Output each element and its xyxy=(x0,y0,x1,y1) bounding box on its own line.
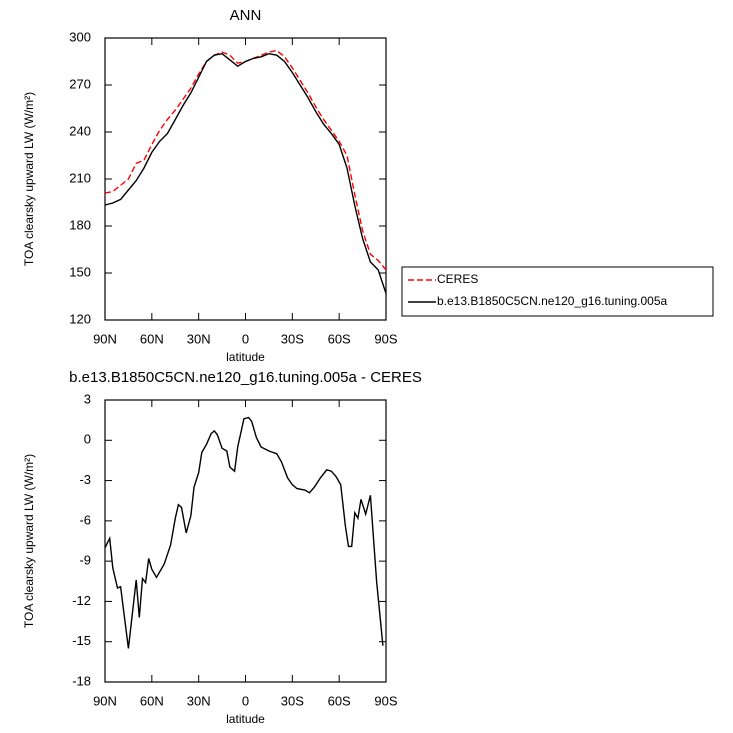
y-tick-label: -9 xyxy=(79,553,91,568)
y-tick-label: -3 xyxy=(79,472,91,487)
legend-label: CERES xyxy=(437,272,478,286)
y-tick-label: -12 xyxy=(72,593,91,608)
chart-title: b.e13.B1850C5CN.ne120_g16.tuning.005a - … xyxy=(69,369,422,386)
chart-title: ANN xyxy=(230,7,262,24)
x-tick-label: 90N xyxy=(93,693,117,708)
y-axis-label: TOA clearsky upward LW (W/m²) xyxy=(22,454,36,628)
x-tick-label: 30N xyxy=(187,331,211,346)
x-tick-label: 90S xyxy=(374,693,397,708)
plot-frame xyxy=(104,399,387,683)
y-axis-label: TOA clearsky upward LW (W/m²) xyxy=(22,92,36,266)
x-tick-label: 90S xyxy=(374,331,397,346)
y-tick-label: -15 xyxy=(72,633,91,648)
y-tick-label: 120 xyxy=(69,311,91,326)
data-line xyxy=(104,52,387,294)
y-tick-label: 0 xyxy=(84,432,91,447)
x-tick-label: 60N xyxy=(140,331,164,346)
y-tick-label: 300 xyxy=(69,29,91,44)
x-axis-label: latitude xyxy=(226,712,265,726)
plot-frame xyxy=(104,37,387,321)
y-tick-label: 150 xyxy=(69,264,91,279)
y-tick-label: 180 xyxy=(69,217,91,232)
x-tick-label: 30S xyxy=(281,693,304,708)
x-tick-label: 30N xyxy=(187,693,211,708)
legend-label: b.e13.B1850C5CN.ne120_g16.tuning.005a xyxy=(437,294,668,308)
y-tick-label: 240 xyxy=(69,123,91,138)
x-tick-label: 90N xyxy=(93,331,117,346)
x-tick-label: 30S xyxy=(281,331,304,346)
x-tick-label: 60N xyxy=(140,693,164,708)
y-tick-label: -6 xyxy=(79,512,91,527)
legend-box xyxy=(401,266,714,317)
x-tick-label: 0 xyxy=(242,693,249,708)
x-tick-label: 60S xyxy=(328,331,351,346)
y-tick-label: 270 xyxy=(69,76,91,91)
data-line xyxy=(104,416,384,649)
x-tick-label: 0 xyxy=(242,331,249,346)
y-tick-label: -18 xyxy=(72,673,91,688)
x-axis-label: latitude xyxy=(226,350,265,364)
y-tick-label: 210 xyxy=(69,170,91,185)
y-tick-label: 3 xyxy=(84,391,91,406)
x-tick-label: 60S xyxy=(328,693,351,708)
